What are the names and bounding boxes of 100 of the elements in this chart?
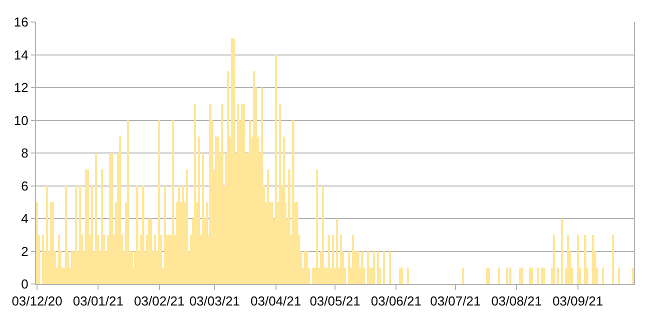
bar — [261, 88, 263, 284]
bar — [373, 251, 376, 284]
bar — [148, 218, 150, 284]
bar — [131, 251, 133, 284]
bar — [332, 234, 334, 284]
bar — [237, 104, 239, 284]
bar — [328, 234, 330, 284]
y-tick-label: 6 — [21, 178, 28, 194]
y-tick-label: 0 — [21, 276, 28, 292]
y-tick-label: 2 — [21, 244, 28, 259]
bar — [529, 268, 532, 284]
bar — [340, 234, 342, 284]
bar — [36, 202, 38, 284]
bar — [509, 268, 512, 284]
y-tick-label: 16 — [14, 14, 28, 30]
bar — [632, 268, 634, 284]
bar — [198, 136, 200, 284]
bar — [361, 251, 364, 284]
bar — [316, 169, 318, 284]
bar — [618, 268, 620, 284]
bar — [109, 153, 111, 284]
bar — [85, 169, 88, 284]
bar — [91, 186, 93, 284]
bar — [383, 251, 386, 284]
bar — [541, 268, 543, 284]
bar — [488, 268, 490, 284]
bar — [101, 169, 103, 284]
y-tick-label: 8 — [21, 146, 28, 161]
bar — [79, 186, 82, 284]
bar — [399, 268, 401, 284]
bar — [348, 251, 350, 284]
x-tick-label: 03/06/21 — [370, 294, 422, 309]
bar — [306, 251, 308, 284]
bar — [127, 120, 129, 284]
bar — [142, 186, 144, 284]
bar — [50, 202, 52, 284]
y-tick-label: 4 — [21, 211, 28, 226]
bar — [567, 234, 569, 284]
bar — [584, 234, 586, 284]
bar — [150, 218, 152, 284]
bar — [275, 54, 277, 284]
bar — [267, 169, 269, 284]
bar — [462, 268, 464, 284]
bar — [154, 234, 156, 284]
bar — [186, 169, 188, 284]
bar — [537, 268, 539, 284]
bar — [531, 268, 534, 284]
bar — [401, 268, 403, 284]
bar — [561, 218, 563, 284]
bar — [389, 251, 391, 284]
y-tick-label: 10 — [14, 112, 28, 128]
bar — [577, 234, 579, 284]
bar — [164, 186, 166, 284]
bar — [498, 268, 500, 284]
bar — [46, 186, 48, 284]
bar — [543, 268, 545, 284]
bar — [377, 251, 380, 284]
bar — [602, 268, 604, 284]
bar — [172, 120, 174, 284]
x-tick-label: 03/07/21 — [430, 294, 481, 309]
bar — [486, 268, 488, 284]
bar — [111, 153, 113, 284]
bar — [521, 268, 524, 284]
bar — [87, 169, 89, 284]
bar — [202, 153, 204, 284]
bar — [52, 202, 54, 284]
bar — [75, 186, 78, 284]
bar — [221, 104, 224, 284]
bar — [95, 153, 97, 284]
bar — [312, 268, 314, 284]
bar — [136, 186, 138, 284]
bar — [612, 234, 614, 284]
bar — [243, 104, 245, 284]
bar — [42, 234, 44, 284]
x-tick-label: 03/09/21 — [552, 294, 604, 309]
bar — [407, 268, 409, 284]
bar — [65, 186, 68, 284]
x-tick-label: 03/03/21 — [189, 294, 240, 309]
x-tick-label: 03/04/21 — [250, 294, 302, 309]
bar — [519, 268, 522, 284]
bar — [119, 136, 121, 284]
x-tick-label: 03/08/21 — [491, 294, 542, 309]
bar — [292, 120, 294, 284]
bar — [352, 234, 354, 284]
bar — [506, 268, 508, 284]
bar — [336, 218, 338, 284]
bar — [304, 251, 306, 284]
bar — [231, 38, 234, 284]
bar — [158, 120, 160, 284]
bar — [322, 186, 324, 284]
x-tick-label: 03/12/20 — [12, 294, 62, 309]
bar — [194, 104, 196, 284]
bar — [253, 71, 255, 284]
bar — [553, 234, 555, 284]
bar — [233, 38, 236, 284]
bar — [557, 268, 559, 284]
x-tick-label: 03/01/21 — [72, 294, 124, 309]
x-tick-label: 03/05/21 — [310, 294, 360, 309]
y-tick-label: 14 — [14, 47, 28, 62]
bar — [227, 71, 230, 284]
